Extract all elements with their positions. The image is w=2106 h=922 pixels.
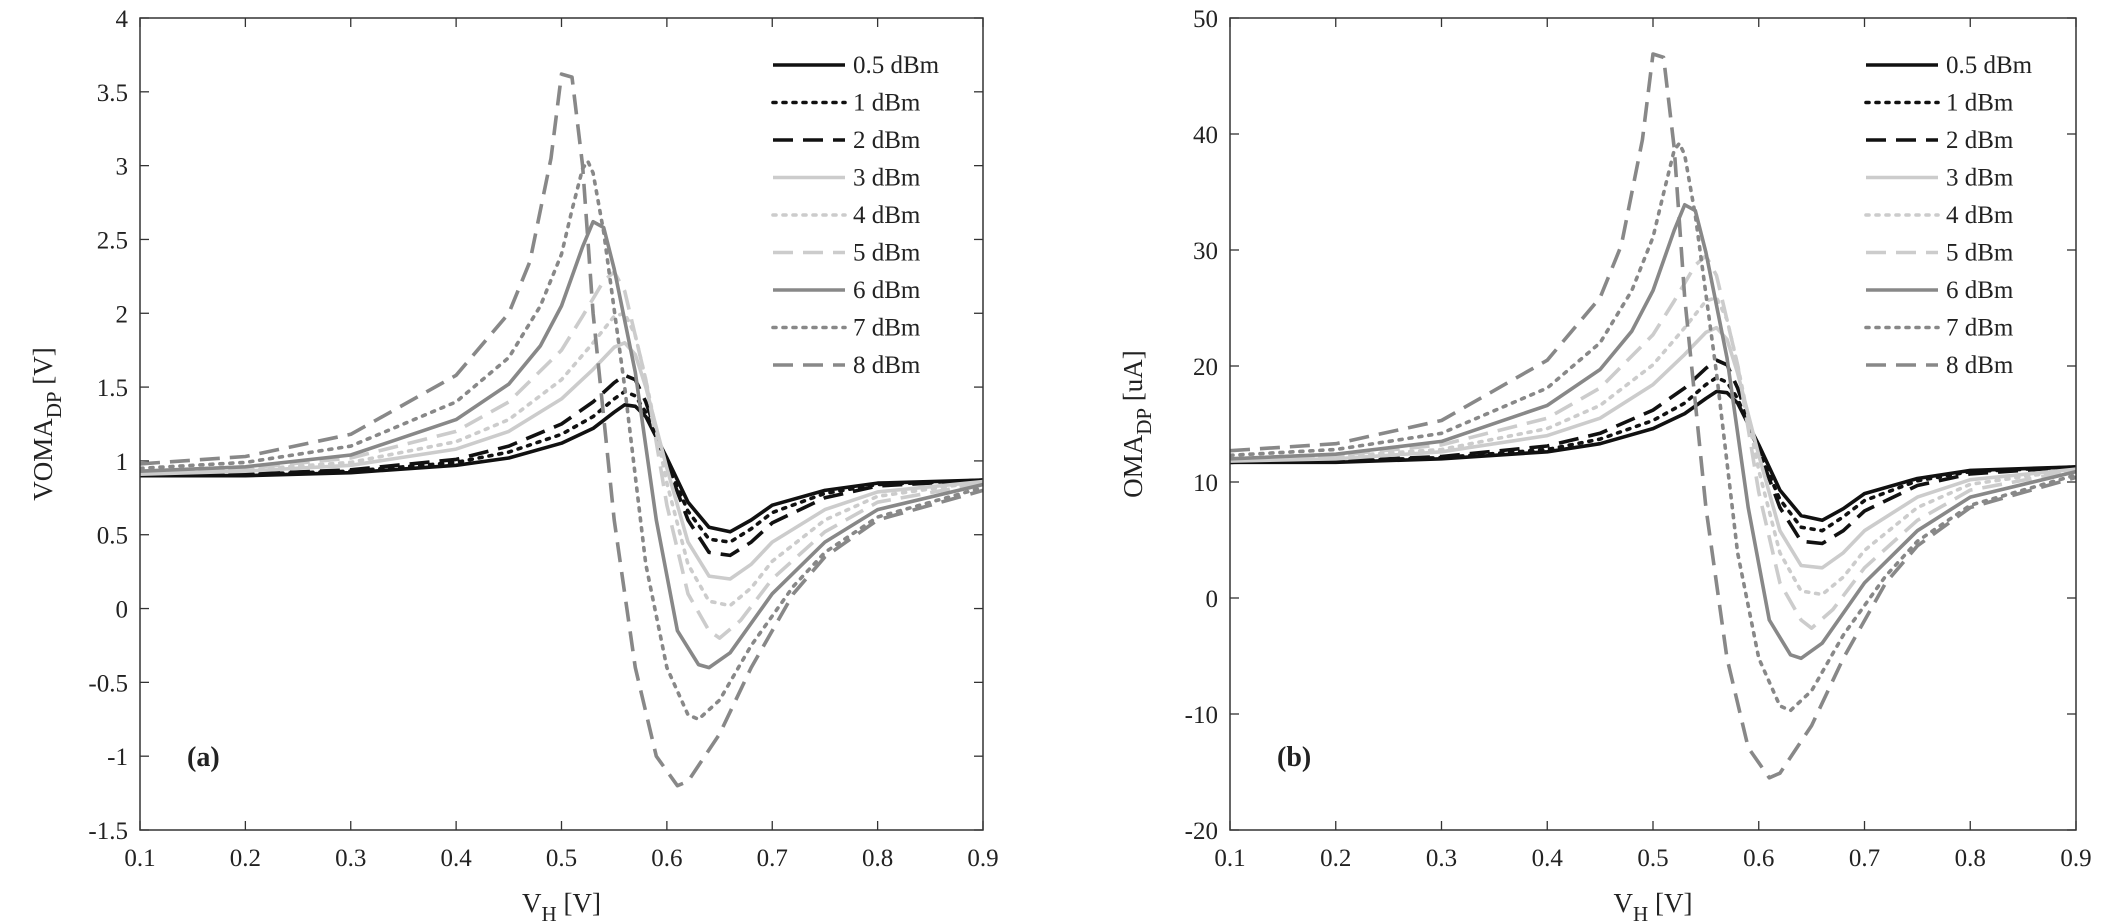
legend-label: 1 dBm xyxy=(853,90,921,117)
x-tick-label: 0.9 xyxy=(2060,845,2091,872)
series-line-5 xyxy=(140,270,983,640)
legend: 0.5 dBm 1 dBm 2 dBm 3 dBm 4 dBm 5 dBm 6 dBm 7 d… xyxy=(1864,52,2033,379)
legend-label: 3 dBm xyxy=(853,165,921,192)
legend-label: 0.5 dBm xyxy=(853,52,940,79)
series-line-5 xyxy=(1230,254,2076,630)
y-tick-label: 0 xyxy=(116,597,129,624)
legend-label: 3 dBm xyxy=(1946,165,2014,192)
y-tick-label: 30 xyxy=(1193,238,1218,265)
y-tick-label: 3 xyxy=(116,154,129,181)
x-tick-label: 0.5 xyxy=(1637,845,1668,872)
y-tick-label: 50 xyxy=(1193,6,1218,33)
y-axis-label-unit: [V] xyxy=(28,347,58,391)
x-axis-label-main: V xyxy=(1614,888,1634,918)
y-tick-label: -10 xyxy=(1185,702,1218,729)
x-tick-label: 0.8 xyxy=(862,845,893,872)
x-tick-label: 0.7 xyxy=(757,845,788,872)
legend-label: 8 dBm xyxy=(1946,352,2014,379)
x-tick-label: 0.4 xyxy=(441,845,473,872)
y-tick-label: 40 xyxy=(1193,122,1218,149)
legend-label: 5 dBm xyxy=(853,240,921,267)
x-tick-label: 0.6 xyxy=(1743,845,1774,872)
x-tick-label: 0.4 xyxy=(1532,845,1564,872)
legend-label: 4 dBm xyxy=(1946,202,2014,229)
x-axis-label-unit: [V] xyxy=(1648,888,1692,918)
y-axis-label-sub: DP xyxy=(42,391,66,418)
y-tick-label: 20 xyxy=(1193,354,1218,381)
y-axis-label-sub: DP xyxy=(1132,408,1156,435)
x-tick-label: 0.6 xyxy=(651,845,682,872)
y-axis-label-unit: [uA] xyxy=(1118,350,1148,408)
series-line-7 xyxy=(140,159,983,722)
legend-label: 2 dBm xyxy=(853,127,921,154)
y-axis-label-main: VOMA xyxy=(28,418,58,501)
x-tick-label: 0.5 xyxy=(546,845,577,872)
y-tick-label: 1.5 xyxy=(97,375,128,402)
series-line-3 xyxy=(140,341,983,581)
legend-label: 0.5 dBm xyxy=(1946,52,2033,79)
y-tick-label: 0.5 xyxy=(97,523,128,550)
x-axis-label-main: V xyxy=(522,888,542,918)
y-tick-label: -20 xyxy=(1185,818,1218,845)
legend-label: 4 dBm xyxy=(853,202,921,229)
legend-label: 8 dBm xyxy=(853,352,921,379)
y-tick-label: 1 xyxy=(116,449,129,476)
y-tick-label: 2 xyxy=(116,301,129,328)
legend-label: 6 dBm xyxy=(1946,277,2014,304)
y-tick-label: 3.5 xyxy=(97,80,128,107)
y-tick-label: 10 xyxy=(1193,470,1218,497)
x-axis-label: VH [V] xyxy=(1614,888,1693,922)
y-tick-label: -1 xyxy=(107,744,128,771)
panel-label: (a) xyxy=(187,742,220,773)
legend-label: 2 dBm xyxy=(1946,127,2014,154)
legend: 0.5 dBm 1 dBm 2 dBm 3 dBm 4 dBm 5 dBm 6 dBm 7 d… xyxy=(771,52,940,379)
series-line-1 xyxy=(1230,375,2076,533)
x-tick-label: 0.3 xyxy=(1426,845,1457,872)
x-tick-label: 0.3 xyxy=(335,845,366,872)
legend-label: 1 dBm xyxy=(1946,90,2014,117)
series-line-3 xyxy=(1230,325,2076,570)
series-line-7 xyxy=(1230,141,2076,713)
y-tick-label: -1.5 xyxy=(88,818,128,845)
series-line-8 xyxy=(140,72,983,788)
series-line-4 xyxy=(1230,295,2076,597)
y-axis-label-main: OMA xyxy=(1118,434,1148,498)
legend-label: 6 dBm xyxy=(853,277,921,304)
x-axis-label: VH [V] xyxy=(522,888,601,922)
x-axis-label-sub: H xyxy=(1633,902,1648,922)
y-tick-label: 2.5 xyxy=(97,227,128,254)
y-tick-label: -0.5 xyxy=(88,670,128,697)
series-line-8 xyxy=(1230,52,2076,780)
chart-panel-0: 0.1 0.2 0.3 0.4 0.5 0.6 0.7 0.8 0.9 -1.5 -1 -0.5 0 0.… xyxy=(28,6,999,922)
chart-panel-1: 0.1 0.2 0.3 0.4 0.5 0.6 0.7 0.8 0.9 -20 -10 0 10 20 30… xyxy=(1118,6,2092,922)
x-tick-label: 0.1 xyxy=(124,845,155,872)
x-tick-label: 0.8 xyxy=(1955,845,1986,872)
x-tick-label: 0.1 xyxy=(1214,845,1245,872)
series-line-6 xyxy=(140,219,983,670)
panel-label: (b) xyxy=(1277,742,1311,773)
x-tick-label: 0.9 xyxy=(967,845,998,872)
y-tick-label: 4 xyxy=(116,6,129,33)
series-line-6 xyxy=(1230,203,2076,661)
x-tick-label: 0.2 xyxy=(230,845,261,872)
x-axis-label-sub: H xyxy=(542,902,557,922)
y-axis-label: VOMADP [V] xyxy=(28,347,66,501)
legend-label: 7 dBm xyxy=(1946,315,2014,342)
x-tick-label: 0.7 xyxy=(1849,845,1880,872)
x-axis-label-unit: [V] xyxy=(557,888,601,918)
x-tick-label: 0.2 xyxy=(1320,845,1351,872)
legend-label: 7 dBm xyxy=(853,315,921,342)
y-axis-label: OMADP [uA] xyxy=(1118,350,1156,498)
series-line-2 xyxy=(1230,358,2076,546)
y-tick-label: 0 xyxy=(1206,586,1219,613)
legend-label: 5 dBm xyxy=(1946,240,2014,267)
